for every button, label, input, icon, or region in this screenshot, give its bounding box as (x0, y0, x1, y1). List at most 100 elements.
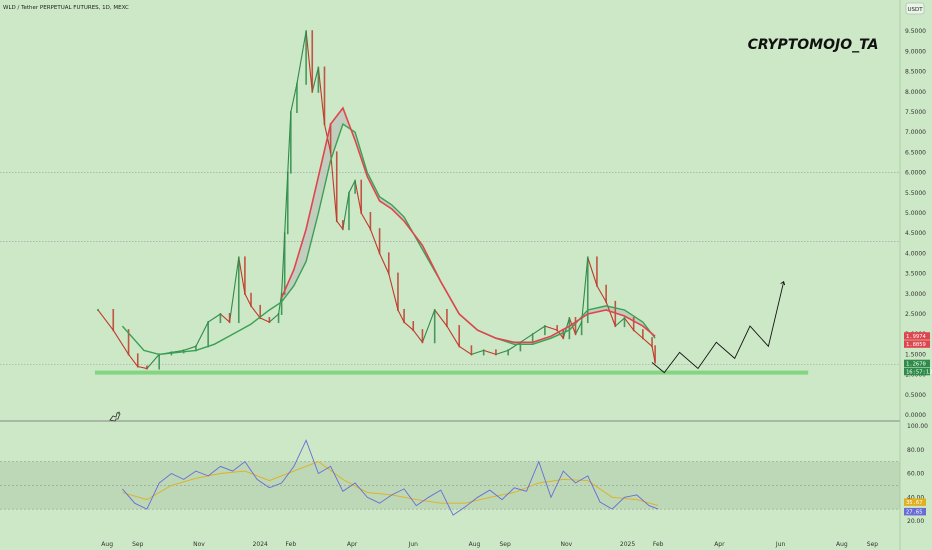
price-segment[interactable] (624, 317, 635, 331)
price-candle[interactable] (369, 212, 372, 231)
price-candle[interactable] (329, 123, 332, 154)
symbol-title[interactable]: WLD / Tether PERPETUAL FUTURES, 1D, MEXC (3, 5, 129, 11)
price-candle[interactable] (97, 308, 99, 311)
price-candle[interactable] (531, 333, 534, 344)
price-candle[interactable] (348, 191, 350, 231)
price-segment[interactable] (421, 309, 436, 343)
price-candle[interactable] (317, 66, 320, 93)
price-candle[interactable] (482, 349, 485, 356)
price-segment[interactable] (137, 365, 148, 370)
price-candle[interactable] (403, 308, 405, 324)
price-segment[interactable] (290, 83, 298, 113)
price-candle[interactable] (290, 111, 292, 174)
price-segment[interactable] (495, 349, 509, 355)
price-segment[interactable] (296, 31, 307, 84)
currency-button[interactable] (905, 2, 925, 15)
projection-path[interactable] (651, 281, 785, 374)
price-candle[interactable] (158, 353, 160, 370)
price-candle[interactable] (244, 256, 246, 295)
price-candle[interactable] (354, 179, 356, 194)
price-segment[interactable] (112, 329, 130, 355)
price-candle[interactable] (219, 313, 222, 324)
price-segment[interactable] (342, 192, 350, 230)
price-candle[interactable] (562, 329, 565, 340)
price-candle[interactable] (387, 252, 390, 275)
price-segment[interactable] (446, 325, 460, 347)
price-segment[interactable] (330, 152, 338, 222)
price-candle[interactable] (112, 308, 115, 332)
price-segment[interactable] (220, 313, 230, 323)
price-candle[interactable] (250, 292, 252, 307)
price-candle[interactable] (580, 321, 583, 336)
price-candle[interactable] (311, 30, 314, 93)
price-segment[interactable] (311, 67, 319, 92)
price-segment[interactable] (596, 285, 607, 303)
price-candle[interactable] (397, 272, 399, 311)
price-candle[interactable] (623, 317, 626, 328)
price-segment[interactable] (434, 309, 448, 327)
price-candle[interactable] (574, 317, 577, 336)
price-segment[interactable] (305, 31, 313, 92)
price-candle[interactable] (360, 179, 363, 214)
price-candle[interactable] (544, 325, 546, 336)
price-segment[interactable] (354, 180, 362, 214)
price-candle[interactable] (421, 329, 424, 344)
price-segment[interactable] (360, 212, 371, 230)
price-candle[interactable] (378, 228, 381, 255)
price-candle[interactable] (651, 337, 653, 348)
price-candle[interactable] (127, 329, 130, 356)
price-segment[interactable] (581, 257, 589, 323)
price-candle[interactable] (296, 82, 298, 113)
price-candle[interactable] (495, 349, 497, 356)
price-candle[interactable] (446, 308, 448, 328)
price-segment[interactable] (348, 180, 356, 194)
price-candle[interactable] (195, 345, 197, 352)
price-candle[interactable] (614, 300, 617, 328)
price-segment[interactable] (146, 354, 160, 369)
price-candle[interactable] (342, 220, 344, 231)
price-segment[interactable] (379, 253, 390, 274)
price-segment[interactable] (207, 313, 221, 323)
price-segment[interactable] (532, 325, 546, 335)
price-segment[interactable] (471, 349, 484, 355)
price-segment[interactable] (642, 337, 653, 347)
price-candle[interactable] (586, 256, 589, 324)
price-candle[interactable] (323, 66, 326, 126)
price-segment[interactable] (171, 349, 184, 353)
support-zone[interactable] (94, 370, 809, 375)
price-segment[interactable] (458, 345, 472, 355)
price-segment[interactable] (397, 309, 405, 323)
price-candle[interactable] (146, 365, 148, 370)
price-segment[interactable] (195, 321, 209, 347)
price-segment[interactable] (388, 273, 399, 311)
price-candle[interactable] (136, 353, 139, 368)
ema-fast-line[interactable] (121, 123, 656, 356)
price-segment[interactable] (336, 220, 344, 230)
price-candle[interactable] (237, 256, 240, 324)
price-candle[interactable] (433, 308, 436, 344)
price-segment[interactable] (614, 317, 625, 327)
price-candle[interactable] (277, 313, 280, 324)
price-segment[interactable] (633, 329, 644, 339)
price-segment[interactable] (229, 257, 240, 323)
price-candle[interactable] (228, 313, 231, 324)
price-candle[interactable] (507, 349, 509, 356)
price-segment[interactable] (250, 305, 261, 319)
price-segment[interactable] (403, 321, 414, 331)
ema-slow-line[interactable] (280, 106, 656, 344)
price-segment[interactable] (520, 333, 533, 343)
price-candle[interactable] (605, 284, 607, 303)
price-candle[interactable] (207, 321, 209, 348)
price-segment[interactable] (128, 354, 139, 367)
price-candle[interactable] (458, 325, 460, 348)
price-candle[interactable] (596, 256, 598, 287)
price-segment[interactable] (587, 257, 598, 286)
price-segment[interactable] (244, 293, 252, 307)
price-segment[interactable] (483, 349, 497, 355)
rsi-line[interactable] (122, 439, 659, 516)
price-segment[interactable] (412, 329, 423, 343)
price-candle[interactable] (654, 345, 656, 364)
price-segment[interactable] (369, 228, 381, 254)
price-segment[interactable] (259, 317, 270, 323)
